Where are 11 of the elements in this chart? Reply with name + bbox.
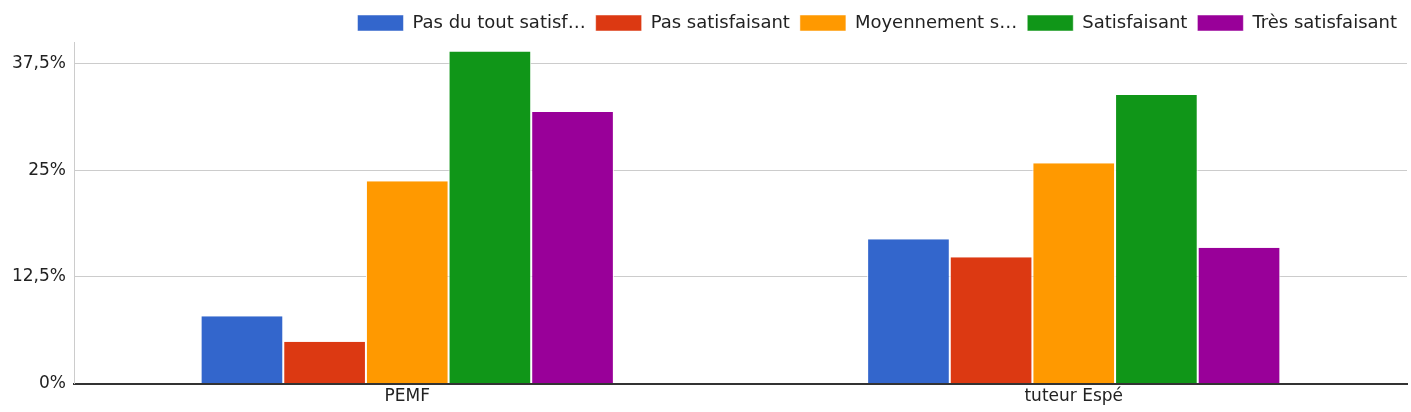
y-tick-label: 25%	[28, 158, 66, 179]
legend-label: Pas satisfaisant	[650, 10, 790, 32]
legend-label: Moyennement s…	[854, 10, 1018, 32]
y-tick-label: 12,5%	[11, 265, 66, 286]
legend-label: Très satisfaisant	[1251, 10, 1398, 32]
legend-label: Pas du tout satisf…	[412, 10, 586, 32]
y-tick-label: 0%	[39, 372, 66, 393]
y-tick-label: 37,5%	[11, 51, 66, 72]
x-tick-label: PEMF	[384, 385, 430, 406]
x-tick-label: tuteur Espé	[1024, 385, 1124, 406]
legend-label: Satisfaisant	[1082, 10, 1188, 32]
